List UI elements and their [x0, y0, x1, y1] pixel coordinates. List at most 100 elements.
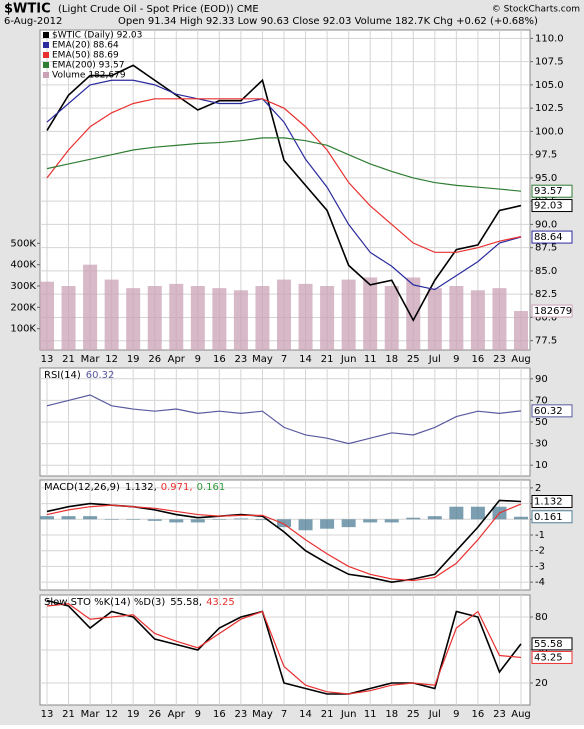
value-box-label: 1.132	[534, 496, 563, 507]
x-tick-label: 25	[407, 354, 420, 365]
bar	[277, 519, 291, 528]
source: © StockCharts.com	[492, 5, 580, 15]
y-tick-label: 87.5	[535, 243, 557, 254]
bar	[104, 279, 119, 350]
value-box-label: 88.64	[534, 232, 563, 243]
bar	[341, 519, 356, 528]
quote: Open 91.34 High 92.33 Low 90.63 Close 92…	[118, 16, 538, 27]
y2-tick-label: 400K	[10, 260, 36, 271]
bar	[449, 286, 464, 350]
bar	[427, 288, 442, 350]
bar	[384, 519, 399, 523]
value-box	[531, 199, 573, 213]
x-tick-label: 9	[453, 709, 459, 720]
x-tick-label: 21	[62, 354, 75, 365]
x-tick-label: Aug	[511, 354, 531, 365]
bar	[83, 264, 98, 350]
y2-tick-label: 200K	[10, 302, 36, 313]
y-tick-label: 100.0	[535, 126, 564, 137]
value-box-label: 0.161	[534, 512, 563, 523]
y-tick-label: 77.5	[535, 336, 557, 347]
x-tick-label: Jun	[340, 709, 357, 720]
bar	[406, 517, 421, 520]
bar	[169, 283, 184, 350]
y-tick-label: 2	[535, 483, 541, 494]
y-tick-label: 82.5	[535, 289, 557, 300]
x-tick-label: 19	[127, 709, 140, 720]
line	[46, 98, 522, 253]
bar	[190, 286, 205, 350]
value-box	[531, 304, 573, 318]
x-tick-label: 23	[493, 354, 506, 365]
y-tick-label: 105.0	[535, 80, 564, 91]
y2-tick-label: 300K	[10, 281, 36, 292]
bar	[83, 516, 98, 520]
value-box-label: 55.58	[534, 639, 563, 650]
bar	[320, 519, 335, 529]
y-tick-label: 107.5	[535, 57, 564, 68]
x-tick-label: 25	[407, 709, 420, 720]
y-tick-label: 80	[535, 612, 548, 623]
x-tick-label: May	[252, 354, 273, 365]
y2-tick-label: 100K	[10, 324, 36, 335]
y-tick-label: 110.0	[535, 33, 564, 44]
value-box	[531, 510, 573, 524]
x-tick-label: 23	[235, 354, 248, 365]
x-tick-label: 9	[195, 709, 201, 720]
x-tick-label: Mar	[81, 354, 101, 365]
bar	[492, 288, 507, 350]
y-tick-label: -3	[535, 561, 545, 572]
y-tick-label: 80.0	[535, 312, 557, 323]
x-tick-label: Aug	[511, 709, 531, 720]
value-box-label: 92.03	[534, 201, 563, 212]
y-tick-label: 90	[535, 374, 548, 385]
x-tick-label: 9	[195, 354, 201, 365]
y-tick-label: 85.0	[535, 266, 557, 277]
bar	[427, 516, 442, 520]
bar	[61, 286, 76, 350]
x-tick-label: 13	[41, 354, 54, 365]
legend-label: 0.971,	[161, 482, 193, 493]
legend-swatch	[43, 42, 49, 48]
line	[46, 603, 522, 695]
bar	[514, 516, 528, 520]
bar	[255, 519, 270, 521]
bar	[233, 518, 248, 520]
panel-title: Slow STO %K(14) %D(3)	[44, 597, 165, 608]
x-tick-label: 12	[105, 354, 118, 365]
value-box-label: 43.25	[534, 652, 563, 663]
bar	[277, 279, 291, 350]
value-box	[531, 650, 573, 664]
bar	[514, 311, 528, 350]
x-tick-label: Jun	[340, 354, 357, 365]
y-tick-label: 30	[535, 439, 548, 450]
x-tick-label: 14	[299, 354, 312, 365]
chart-subtitle: (Light Crude Oil - Spot Price (EOD)) CME	[58, 4, 259, 15]
x-tick-label: 21	[62, 709, 75, 720]
bar	[384, 286, 399, 350]
legend-label: 43.25	[206, 597, 235, 608]
x-tick-label: 14	[299, 709, 312, 720]
bar	[212, 288, 227, 350]
value-box-label: 182679	[534, 306, 572, 317]
legend-swatch	[43, 52, 49, 58]
bar	[363, 277, 378, 350]
x-tick-label: 11	[364, 709, 377, 720]
bar	[61, 516, 76, 520]
bar	[406, 277, 421, 350]
x-tick-label: 7	[281, 709, 287, 720]
legend-label: 60.32	[86, 370, 115, 381]
y-tick-label: 10	[535, 460, 548, 471]
x-tick-label: Jul	[428, 709, 441, 720]
x-tick-label: Jul	[428, 354, 441, 365]
legend-label: 0.161	[197, 482, 226, 493]
x-tick-label: 16	[213, 354, 226, 365]
date: 6-Aug-2012	[4, 16, 62, 27]
x-tick-label: 21	[321, 709, 334, 720]
legend-label: EMA(200) 93.57	[52, 61, 124, 71]
x-tick-label: 21	[321, 354, 334, 365]
bar	[147, 286, 162, 350]
value-box	[531, 494, 573, 508]
value-box	[531, 404, 573, 418]
